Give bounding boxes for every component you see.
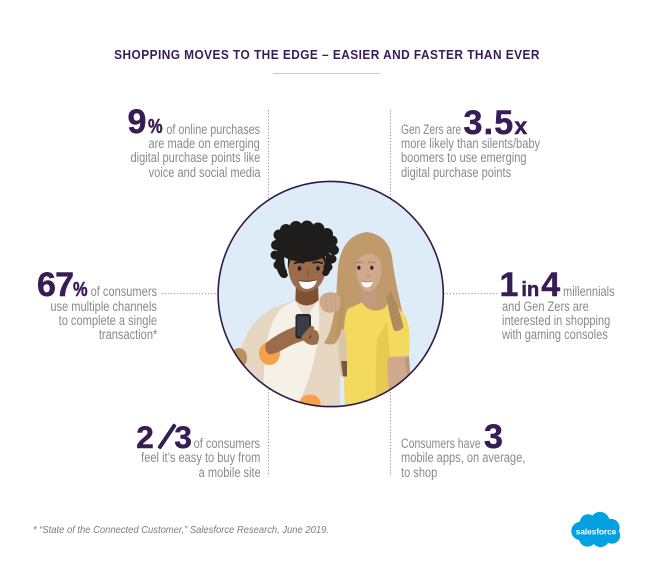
svg-text:salesforce: salesforce (576, 527, 617, 537)
